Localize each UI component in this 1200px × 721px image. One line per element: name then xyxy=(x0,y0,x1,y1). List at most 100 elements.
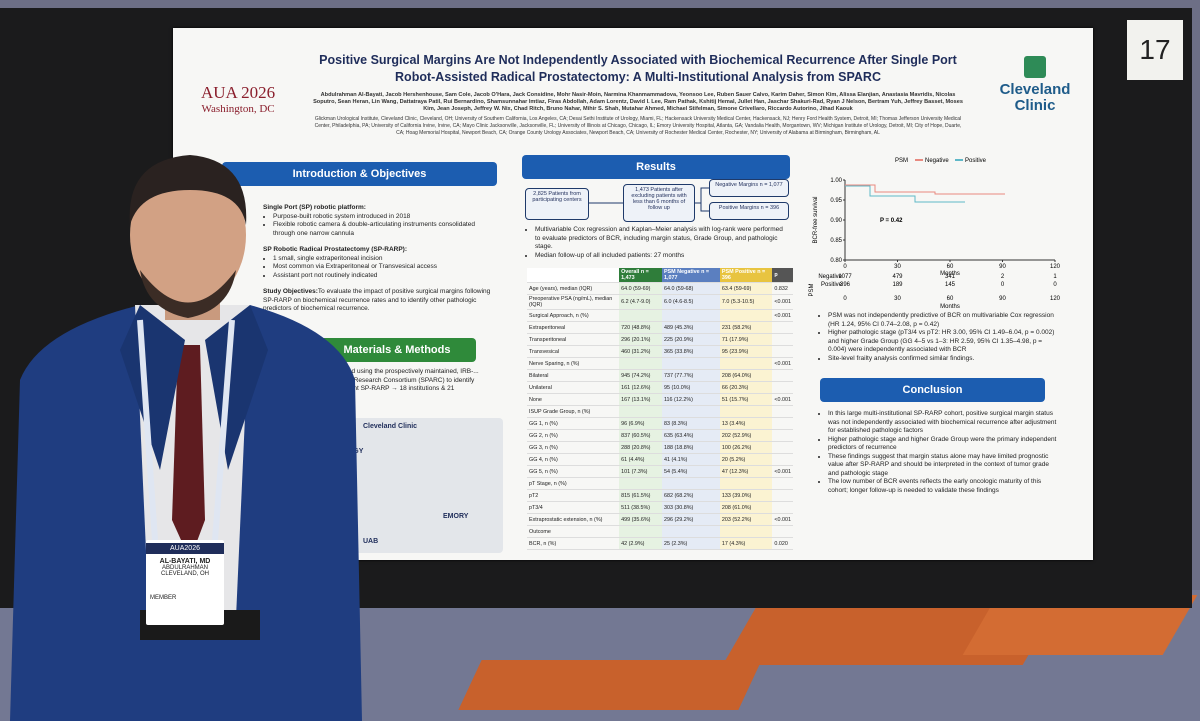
bullet: Assistant port not routinely indicated xyxy=(273,272,498,281)
x-tick-label: 120 xyxy=(1050,264,1061,270)
y-tick-label: 0.80 xyxy=(830,258,842,264)
table-cell: 208 (64.0%) xyxy=(719,369,773,382)
table-cell: 231 (58.2%) xyxy=(719,321,773,334)
map-label: UAB xyxy=(363,538,379,545)
table-cell: 0.020 xyxy=(772,537,793,550)
table-row: None 167 (13.1%) 116 (12.2%) 51 (15.7%) <0.0… xyxy=(527,393,793,406)
affiliations: Glickman Urological Institute, Cleveland… xyxy=(314,116,962,136)
table-cell: 95 (10.0%) xyxy=(661,381,720,394)
table-cell: 635 (63.4%) xyxy=(661,429,720,442)
table-cell: Bilateral xyxy=(527,369,620,382)
badge-role: MEMBER xyxy=(150,595,177,601)
objectives-text: To evaluate the impact of positive surgi… xyxy=(263,288,491,312)
logo-line: Clinic xyxy=(1014,97,1056,114)
table-row: Transvesical 460 (31.2%) 365 (33.8%) 95 (23… xyxy=(527,345,793,358)
methods-text: ...onducted using the prospectively main… xyxy=(323,368,479,392)
table-row: Bilateral 945 (74.2%) 737 (77.7%) 208 (64.0… xyxy=(527,369,793,382)
map-label: Cleveland Clinic xyxy=(363,423,418,430)
curve-positive xyxy=(845,185,965,203)
table-cell: 296 (20.1%) xyxy=(619,333,662,346)
table-cell: GG 1, n (%) xyxy=(527,417,620,430)
risk-value: 189 xyxy=(892,282,903,288)
table-cell xyxy=(772,441,793,454)
aua-logo: AUA 2026 Washington, DC xyxy=(201,83,275,115)
x-tick-label: 30 xyxy=(894,296,901,302)
table-cell: 133 (39.0%) xyxy=(719,489,773,502)
table-cell: 100 (26.2%) xyxy=(719,441,773,454)
risk-value: 0 xyxy=(1001,282,1005,288)
table-row: Outcome xyxy=(527,525,793,538)
logo-line: Cleveland xyxy=(999,81,1071,98)
table-row: GG 1, n (%) 96 (6.9%) 83 (8.3%) 13 (3.4%) xyxy=(527,417,793,430)
table-cell: 25 (2.3%) xyxy=(661,537,720,550)
legend-title: PSM xyxy=(895,158,908,164)
x-tick-label: 90 xyxy=(999,264,1006,270)
table-header: Overall n = 1,473 PSM Negative n = 1,077 P… xyxy=(527,268,793,283)
table-cell xyxy=(772,333,793,346)
badge-first: ABDULRAHMAN xyxy=(161,565,208,571)
table-cell: 815 (61.5%) xyxy=(619,489,662,502)
table-cell: <0.001 xyxy=(772,309,793,322)
table-cell: Transvesical xyxy=(527,345,620,358)
table-row: Surgical Approach, n (%) <0.001 xyxy=(527,309,793,322)
table-cell: 288 (20.8%) xyxy=(619,441,662,454)
y-tick-label: 0.90 xyxy=(830,218,842,224)
x-tick-label: 60 xyxy=(947,264,954,270)
poster-title: Positive Surgical Margins Are Not Indepe… xyxy=(319,53,957,84)
table-cell: 20 (5.2%) xyxy=(719,453,773,466)
y-tick-label: 0.85 xyxy=(830,238,842,244)
table-row: BCR, n (%) 42 (2.9%) 25 (2.3%) 17 (4.3%) 0.0… xyxy=(527,537,793,550)
table-cell: 95 (23.9%) xyxy=(719,345,773,358)
x-tick-label: 0 xyxy=(843,296,847,302)
table-cell xyxy=(772,489,793,502)
p-value: P = 0.42 xyxy=(880,218,903,224)
table-cell: 6.0 (4.6-8.5) xyxy=(661,294,720,310)
table-cell: <0.001 xyxy=(772,465,793,478)
flow-box: Negative Margins n = 1,077 xyxy=(709,179,789,197)
table-cell: 0.832 xyxy=(772,282,793,295)
table-cell: 64.0 (59-69) xyxy=(619,282,662,295)
badge: AUA2026 AL-BAYATI, MD ABDULRAHMAN CLEVEL… xyxy=(146,540,224,625)
table-cell xyxy=(619,309,662,322)
institution-logo: Cleveland Clinic xyxy=(995,56,1075,114)
risk-value: 0 xyxy=(1053,282,1057,288)
table-row: GG 5, n (%) 101 (7.3%) 54 (5.4%) 47 (12.3%)… xyxy=(527,465,793,478)
table-cell xyxy=(772,429,793,442)
table-cell: 737 (77.7%) xyxy=(661,369,720,382)
table-cell xyxy=(619,357,662,370)
objectives: Study Objectives:To evaluate the impact … xyxy=(263,288,498,314)
table-cell: <0.001 xyxy=(772,294,793,310)
table-cell: Age (years), median (IQR) xyxy=(527,282,620,295)
y-tick-label: 1.00 xyxy=(830,178,842,184)
table-cell: GG 3, n (%) xyxy=(527,441,620,454)
table-cell: 161 (12.6%) xyxy=(619,381,662,394)
bullet: Purpose-built robotic system introduced … xyxy=(273,213,498,222)
table-cell: Transperitoneal xyxy=(527,333,620,346)
bullet: The low number of BCR events reflects th… xyxy=(828,478,1058,495)
table-cell: 945 (74.2%) xyxy=(619,369,662,382)
table-cell xyxy=(661,357,720,370)
table-cell: 42 (2.9%) xyxy=(619,537,662,550)
table-cell: <0.001 xyxy=(772,393,793,406)
bullet: Flexible robotic camera & double-articul… xyxy=(273,221,498,238)
flow-box: 1,473 Patients after excluding patients … xyxy=(623,184,695,222)
table-cell: 83 (8.3%) xyxy=(661,417,720,430)
table-cell: 71 (17.9%) xyxy=(719,333,773,346)
bullet: Median follow-up of all included patient… xyxy=(535,252,790,261)
bullet: Most common via Extraperitoneal or Trans… xyxy=(273,263,498,272)
table-row: GG 3, n (%) 288 (20.8%) 188 (18.8%) 100 (26… xyxy=(527,441,793,454)
bullet: Multivariable Cox regression and Kaplan–… xyxy=(535,226,790,252)
table-cell xyxy=(719,477,773,490)
table-cell xyxy=(772,381,793,394)
curve-negative xyxy=(845,184,1005,195)
table-row: GG 2, n (%) 837 (60.5%) 635 (63.4%) 202 (52… xyxy=(527,429,793,442)
risk-value: 145 xyxy=(945,282,956,288)
table-cell: 682 (68.2%) xyxy=(661,489,720,502)
intro-text: Single Port (SP) robotic platform: Purpos… xyxy=(263,196,498,314)
table-cell xyxy=(661,525,720,538)
table-cell: 303 (30.8%) xyxy=(661,501,720,514)
table-cell xyxy=(661,477,720,490)
header-cell: PSM Positive n = 396 xyxy=(719,268,773,283)
flow-box: 2,825 Patients from participating center… xyxy=(525,188,589,220)
item-title: SP Robotic Radical Prostatectomy (SP-RAR… xyxy=(263,246,407,253)
